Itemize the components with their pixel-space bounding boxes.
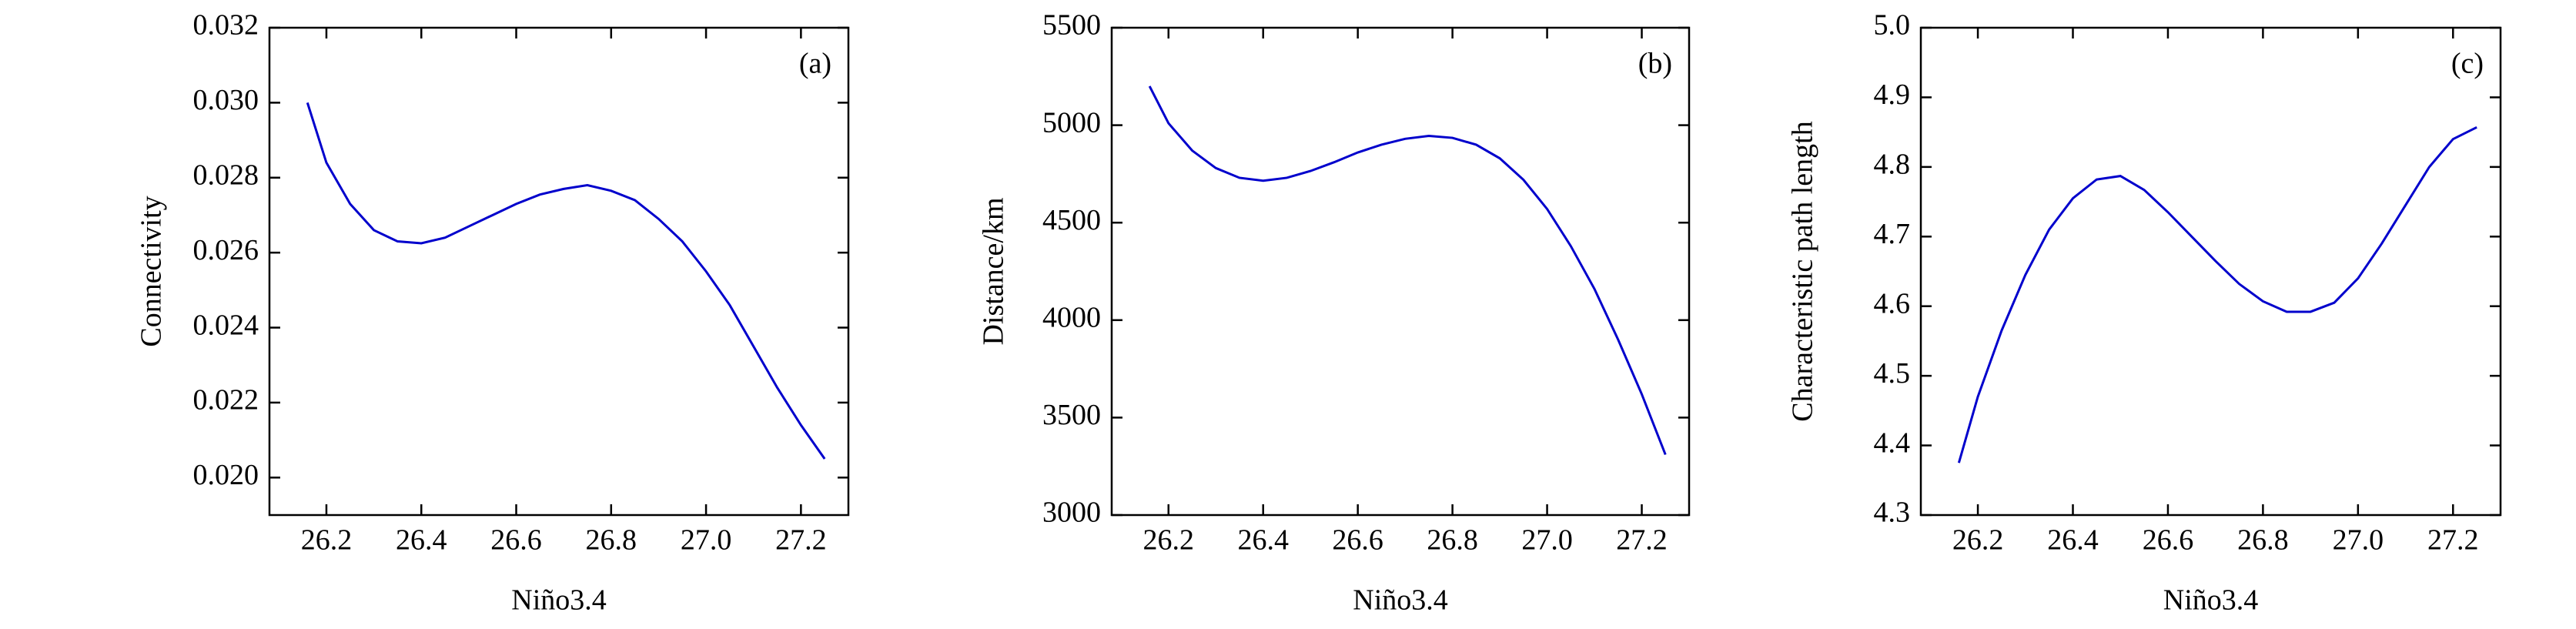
x-tick-label: 26.4 <box>396 524 447 557</box>
x-tick-label: 26.4 <box>2047 524 2099 557</box>
y-tick-label: 4.3 <box>1874 497 1911 529</box>
x-tick-label: 26.2 <box>301 524 353 557</box>
x-tick-label: 27.0 <box>681 524 732 557</box>
y-tick-label: 4.5 <box>1874 357 1911 390</box>
x-tick-label: 27.0 <box>2333 524 2384 557</box>
panel-label: (c) <box>2451 48 2484 80</box>
x-tick-label: 26.8 <box>2237 524 2289 557</box>
y-tick-label: 4.7 <box>1874 218 1911 250</box>
plot-frame <box>1919 26 2502 517</box>
data-line <box>1957 125 2477 463</box>
plot-frame <box>1110 26 1691 517</box>
y-tick-label: 0.026 <box>193 234 259 266</box>
x-tick-label: 26.2 <box>1952 524 2004 557</box>
y-tick-label: 0.028 <box>193 159 259 191</box>
y-tick-label: 4000 <box>1042 302 1101 334</box>
y-tick-label: 4.4 <box>1874 427 1911 459</box>
y-tick-label: 5.0 <box>1874 9 1911 42</box>
x-tick-label: 26.8 <box>1427 524 1478 557</box>
y-tick-label: 0.024 <box>193 309 259 341</box>
panel: 26.2 26.4 26.6 26.8 27.0 27.2 0.020 0.022 0.024 0… <box>135 9 850 617</box>
y-tick-label: 4.6 <box>1874 287 1911 320</box>
y-tick-label: 3500 <box>1042 399 1101 431</box>
x-tick-label: 26.6 <box>490 524 542 557</box>
y-tick-label: 0.030 <box>193 84 259 116</box>
x-tick-label: 26.8 <box>586 524 637 557</box>
x-axis-label: Niño3.4 <box>1353 584 1448 617</box>
y-tick-label: 0.020 <box>193 459 259 491</box>
x-tick-label: 26.6 <box>2143 524 2194 557</box>
x-axis-label: Niño3.4 <box>511 584 607 617</box>
y-tick-label: 4500 <box>1042 204 1101 236</box>
x-tick-label: 27.2 <box>2427 524 2479 557</box>
data-line <box>1148 85 1667 456</box>
y-axis-label: Distance/km <box>978 197 1010 345</box>
y-tick-label: 0.022 <box>193 384 259 417</box>
y-tick-label: 5500 <box>1042 9 1101 42</box>
y-tick-label: 3000 <box>1042 497 1101 529</box>
panel: 26.2 26.4 26.6 26.8 27.0 27.2 3000 3500 4000 4500… <box>978 9 1691 617</box>
y-tick-label: 4.9 <box>1874 79 1911 111</box>
data-line <box>306 102 826 460</box>
x-tick-label: 26.2 <box>1143 524 1195 557</box>
panel-label: (b) <box>1638 48 1672 80</box>
x-tick-label: 27.0 <box>1521 524 1573 557</box>
x-axis-label: Niño3.4 <box>2163 584 2259 617</box>
x-tick-label: 26.6 <box>1332 524 1383 557</box>
x-tick-label: 27.2 <box>1616 524 1668 557</box>
y-axis-label: Characteristic path length <box>1787 121 1819 421</box>
plot-frame <box>268 26 850 517</box>
y-axis-label: Connectivity <box>135 196 168 346</box>
panel: 26.2 26.4 26.6 26.8 27.0 27.2 4.3 4.4 4.5 4.6 4.7 4… <box>1787 9 2502 617</box>
y-tick-label: 5000 <box>1042 106 1101 139</box>
panel-label: (a) <box>799 48 831 80</box>
y-tick-label: 0.032 <box>193 9 259 42</box>
x-tick-label: 26.4 <box>1237 524 1289 557</box>
y-tick-label: 4.8 <box>1874 149 1911 181</box>
x-tick-label: 27.2 <box>775 524 827 557</box>
